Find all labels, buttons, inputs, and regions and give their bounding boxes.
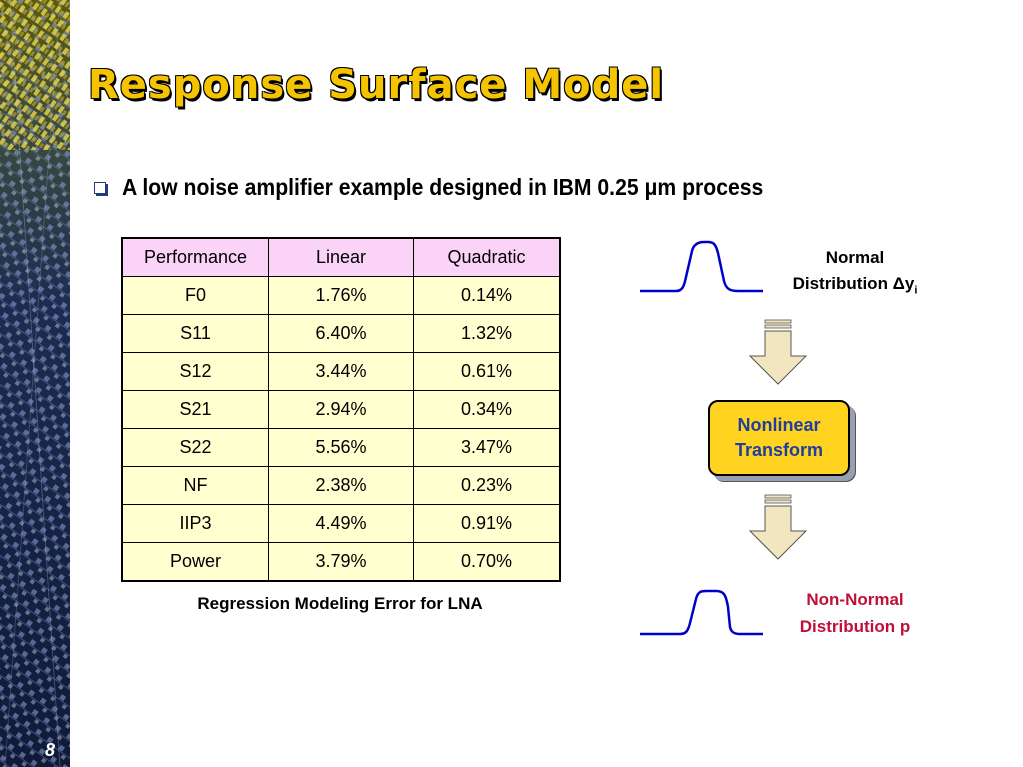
header-linear: Linear xyxy=(268,237,414,277)
chip-pattern-image xyxy=(0,0,70,767)
table-row: IIP3 4.49% 0.91% xyxy=(121,504,561,543)
table-cell: 2.38% xyxy=(268,466,414,505)
slide-title: Response Surface Model xyxy=(88,62,665,108)
table-cell: IIP3 xyxy=(121,504,269,543)
table-cell: 3.44% xyxy=(268,352,414,391)
table-cell: NF xyxy=(121,466,269,505)
regression-error-table: Performance Linear Quadratic F0 1.76% 0.… xyxy=(121,237,561,582)
table-cell: 6.40% xyxy=(268,314,414,353)
table-cell: 0.23% xyxy=(413,466,561,505)
table-cell: 0.34% xyxy=(413,390,561,429)
table-cell: 1.76% xyxy=(268,276,414,315)
normal-distribution-label: Normal Distribution Δyi xyxy=(770,245,940,303)
table-row: Power 3.79% 0.70% xyxy=(121,542,561,582)
table-cell: 0.70% xyxy=(413,542,561,582)
normal-label-line1: Normal xyxy=(825,248,885,267)
header-performance: Performance xyxy=(121,237,269,277)
table-cell: S21 xyxy=(121,390,269,429)
bullet-text: A low noise amplifier example designed i… xyxy=(122,174,764,200)
table-cell: 2.94% xyxy=(268,390,414,429)
table-cell: Power xyxy=(121,542,269,582)
transform-diagram xyxy=(640,240,808,636)
table-cell: 3.47% xyxy=(413,428,561,467)
table-row: S11 6.40% 1.32% xyxy=(121,314,561,353)
table-cell: 0.14% xyxy=(413,276,561,315)
normal-label-line2: Distribution Δyi xyxy=(770,271,940,303)
down-arrow-icon xyxy=(748,319,808,385)
table-header-row: Performance Linear Quadratic xyxy=(121,237,561,277)
table-cell: 0.91% xyxy=(413,504,561,543)
nonlinear-transform-box: Nonlinear Transform xyxy=(708,400,850,476)
bullet-square-icon xyxy=(94,181,106,194)
table-cell: S22 xyxy=(121,428,269,467)
table-cell: 0.61% xyxy=(413,352,561,391)
nonnormal-label-line1: Non-Normal xyxy=(806,590,904,609)
non-normal-distribution-label: Non-Normal Distribution p xyxy=(770,586,940,640)
table-cell: S12 xyxy=(121,352,269,391)
table-cell: 3.79% xyxy=(268,542,414,582)
down-arrow-icon xyxy=(748,494,808,560)
table-caption: Regression Modeling Error for LNA xyxy=(197,594,483,613)
transform-label-line2: Transform xyxy=(734,440,824,460)
bullet-point: A low noise amplifier example designed i… xyxy=(94,174,819,201)
transform-label-line1: Nonlinear xyxy=(737,415,821,435)
table-cell: 1.32% xyxy=(413,314,561,353)
non-normal-distribution-curve xyxy=(640,589,763,636)
table-cell: 5.56% xyxy=(268,428,414,467)
decorative-sidebar: 8 xyxy=(0,0,70,767)
header-quadratic: Quadratic xyxy=(413,237,561,277)
normal-label-subscript: i xyxy=(914,284,918,297)
table-row: S12 3.44% 0.61% xyxy=(121,352,561,391)
table-row: S22 5.56% 3.47% xyxy=(121,428,561,467)
table-row: NF 2.38% 0.23% xyxy=(121,466,561,505)
table-cell: 4.49% xyxy=(268,504,414,543)
normal-label-text: Distribution Δy xyxy=(792,274,915,293)
nonnormal-label-line2: Distribution p xyxy=(799,617,911,636)
table-cell: S11 xyxy=(121,314,269,353)
table-row: F0 1.76% 0.14% xyxy=(121,276,561,315)
slide-number: 8 xyxy=(45,740,56,760)
table-cell: F0 xyxy=(121,276,269,315)
table-row: S21 2.94% 0.34% xyxy=(121,390,561,429)
normal-distribution-curve xyxy=(640,240,763,293)
